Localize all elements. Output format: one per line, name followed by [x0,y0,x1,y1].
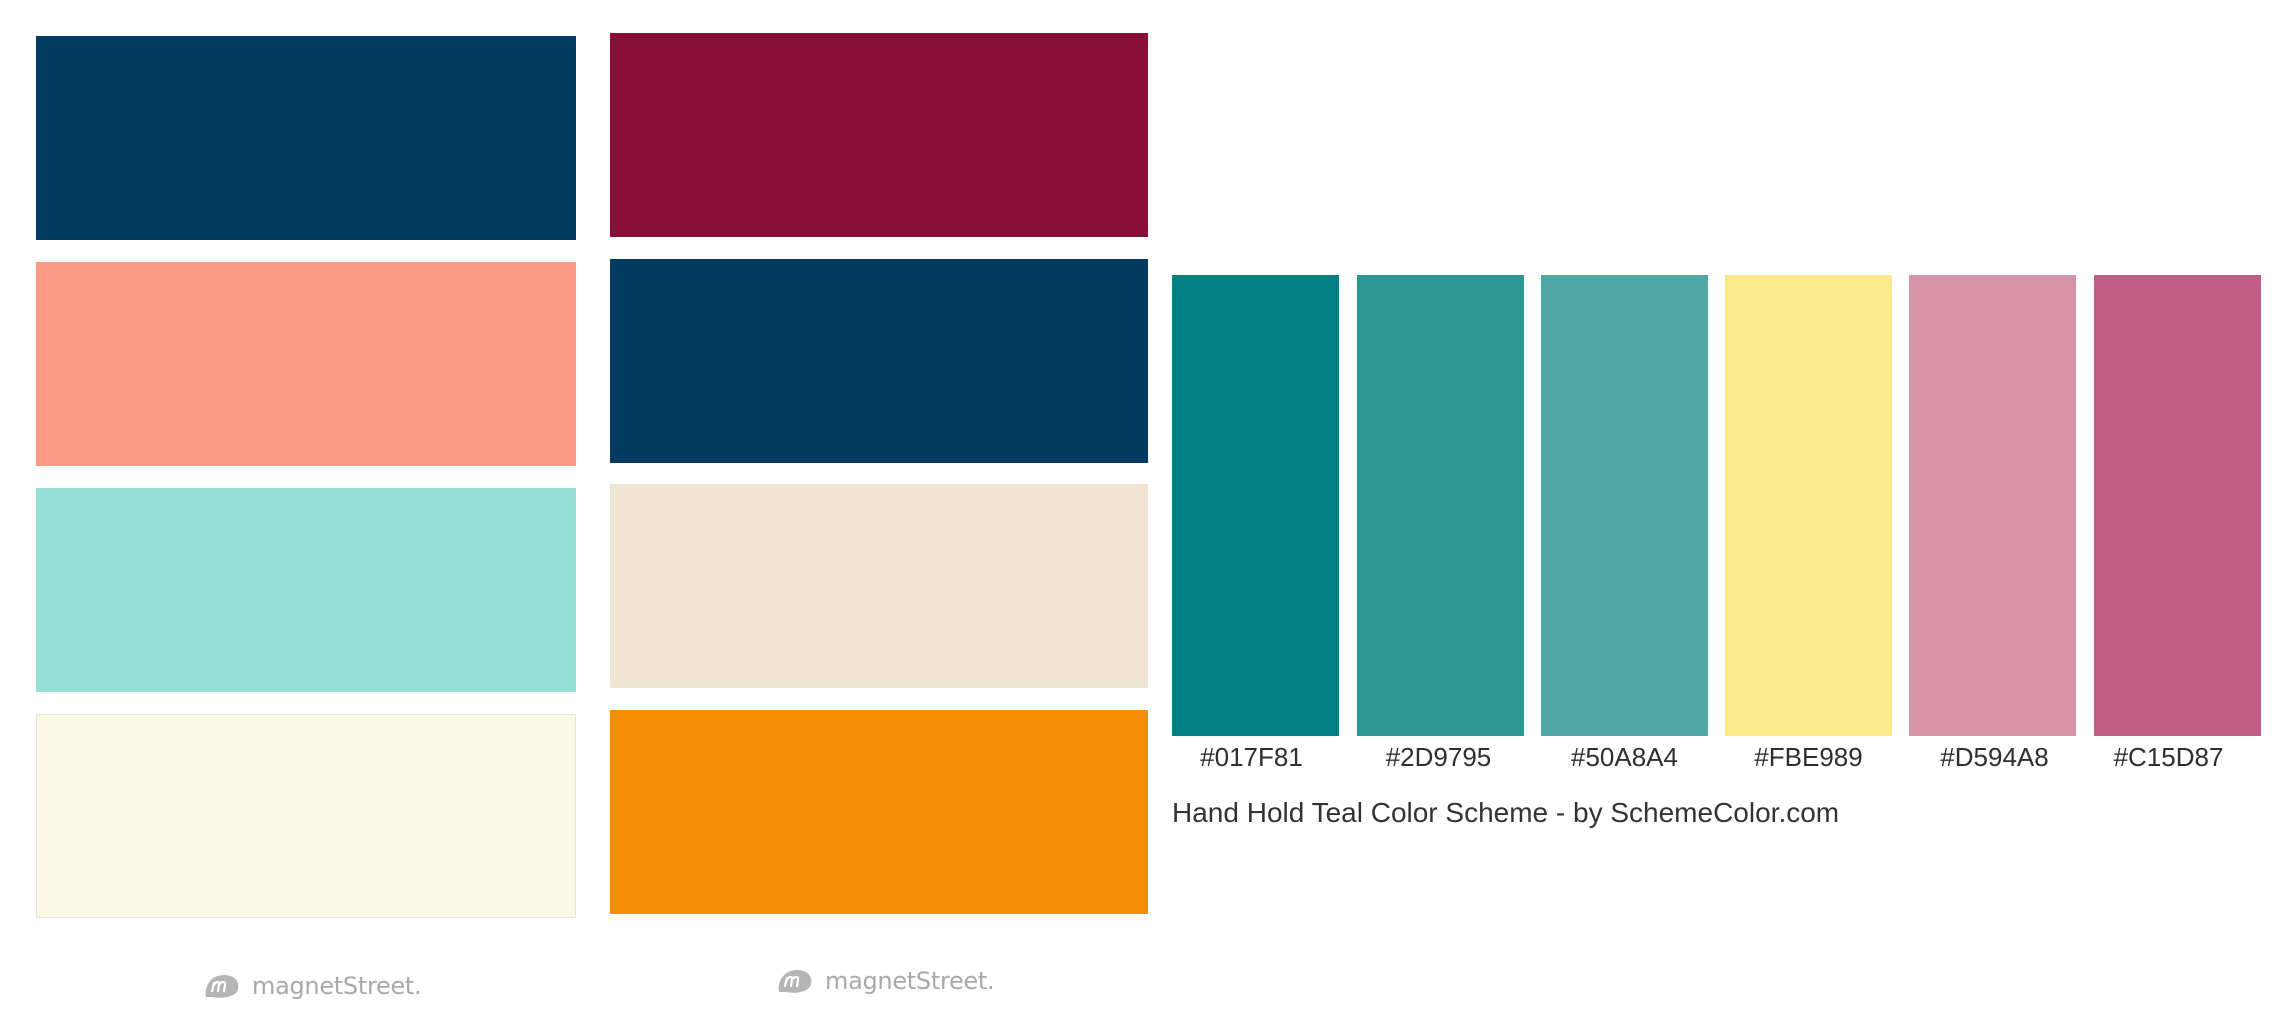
scheme-swatch-3 [1541,275,1708,736]
scheme-swatch-2 [1357,275,1524,736]
scheme-caption: Hand Hold Teal Color Scheme - by SchemeC… [1172,797,1840,828]
brand-logo-middle: magnetStreet. [775,963,995,999]
swatch-middle-1 [610,33,1148,237]
scheme-swatch-1 [1172,275,1339,736]
swatch-left-4 [36,714,576,918]
hex-label-5: #D594A8 [1940,742,2049,772]
swatch-middle-2 [610,259,1148,463]
brand-text-middle: magnetStreet. [825,967,995,995]
scheme-swatch-5 [1909,275,2076,736]
magnetstreet-logo-icon [202,971,242,1001]
hex-label-2: #2D9795 [1385,742,1492,772]
magnetstreet-logo-icon [775,966,815,996]
swatch-left-2 [36,262,576,466]
swatch-middle-4 [610,710,1148,914]
hex-label-6: #C15D87 [2113,742,2224,772]
scheme-swatch-6 [2094,275,2261,736]
hex-label-3: #50A8A4 [1571,742,1678,772]
swatch-middle-3 [610,484,1148,688]
brand-text-left: magnetStreet. [252,972,422,1000]
brand-logo-left: magnetStreet. [202,968,422,1004]
scheme-swatch-4 [1725,275,1892,736]
swatch-left-3 [36,488,576,692]
swatch-left-1 [36,36,576,240]
hex-label-4: #FBE989 [1754,742,1863,772]
hex-label-1: #017F81 [1200,742,1303,772]
